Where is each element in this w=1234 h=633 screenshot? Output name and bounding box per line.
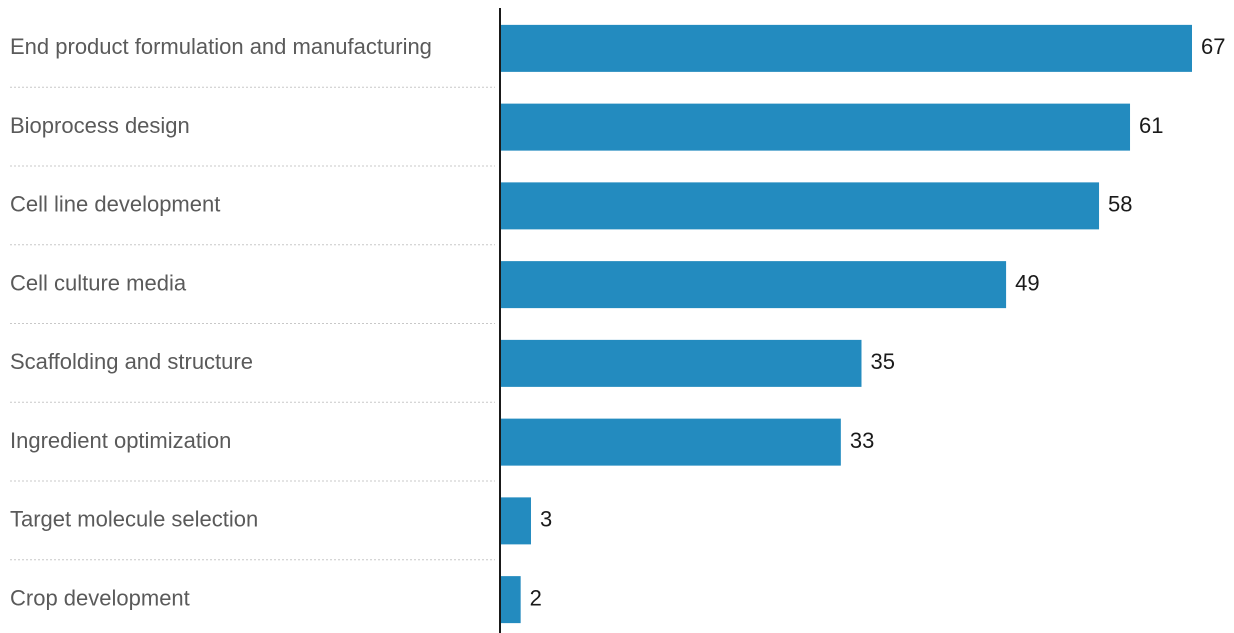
- category-label: End product formulation and manufacturin…: [10, 34, 432, 59]
- bar-value-label: 61: [1139, 113, 1163, 138]
- bar-value-label: 33: [850, 428, 874, 453]
- bar: [500, 24, 1192, 72]
- category-label: Bioprocess design: [10, 113, 190, 138]
- bar-value-label: 58: [1108, 192, 1132, 217]
- bar-value-label: 35: [870, 349, 894, 374]
- bar-value-label: 49: [1015, 270, 1039, 295]
- bar: [500, 261, 1007, 309]
- category-label: Ingredient optimization: [10, 428, 231, 453]
- category-label: Cell culture media: [10, 270, 187, 295]
- bar-value-label: 67: [1201, 34, 1225, 59]
- bar: [500, 418, 841, 466]
- row-separators: [10, 86, 495, 561]
- bar-value-label: 3: [540, 507, 552, 532]
- bars-group: [500, 24, 1192, 624]
- bar: [500, 576, 521, 624]
- category-label: Target molecule selection: [10, 507, 258, 532]
- bar: [500, 497, 531, 545]
- bar: [500, 182, 1100, 230]
- category-label: Scaffolding and structure: [10, 349, 253, 374]
- bar: [500, 339, 862, 387]
- category-labels: End product formulation and manufacturin…: [10, 34, 432, 610]
- category-label: Cell line development: [10, 192, 220, 217]
- bar: [500, 103, 1131, 151]
- bar-value-label: 2: [530, 585, 542, 610]
- category-label: Crop development: [10, 585, 190, 610]
